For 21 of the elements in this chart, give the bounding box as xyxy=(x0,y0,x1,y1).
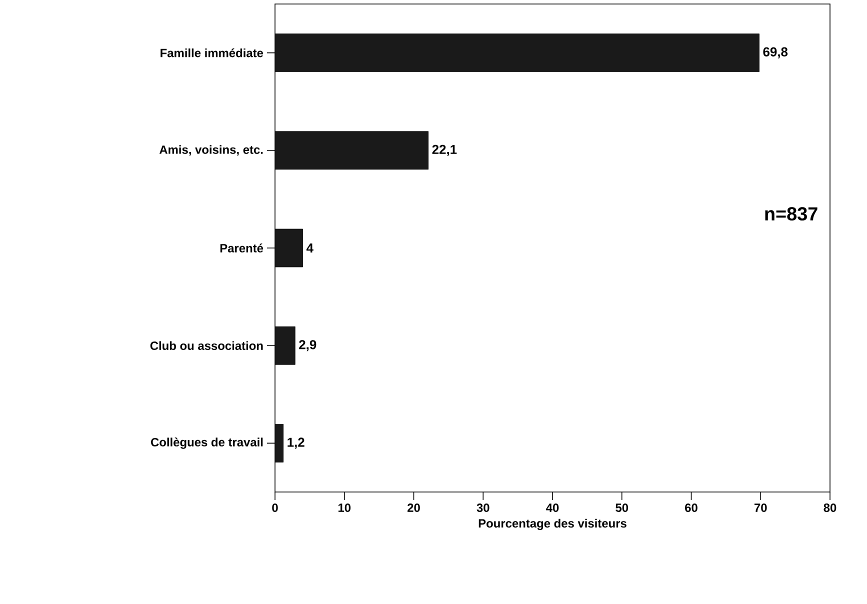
x-tick-label: 0 xyxy=(272,504,278,512)
annotation: n=837 xyxy=(765,207,818,221)
data-label: 69,8 xyxy=(763,47,788,58)
x-tick-label: 50 xyxy=(616,504,628,512)
y-tick-label: Amis, voisins, etc. xyxy=(159,145,263,156)
y-tick-label: Famille immédiate xyxy=(160,48,264,58)
x-tick-label: 30 xyxy=(476,504,490,512)
data-label: 1,2 xyxy=(288,438,304,449)
data-label: 22,1 xyxy=(432,144,457,156)
data-label: 2,9 xyxy=(299,340,316,352)
x-tick-label: 70 xyxy=(754,504,767,512)
x-tick-label: 10 xyxy=(338,504,351,512)
x-tick-label: 80 xyxy=(824,504,836,512)
x-tick-label: 40 xyxy=(546,504,559,512)
data-label: 4 xyxy=(306,244,314,252)
x-tick-label: 20 xyxy=(408,504,420,512)
x-axis-title: Pourcentage des visiteurs xyxy=(478,518,626,530)
y-tick-label: Club ou association xyxy=(150,341,263,350)
x-tick-label: 60 xyxy=(685,504,698,512)
y-tick-label: Parenté xyxy=(220,244,264,252)
y-tick-label: Collègues de travail xyxy=(151,438,263,449)
